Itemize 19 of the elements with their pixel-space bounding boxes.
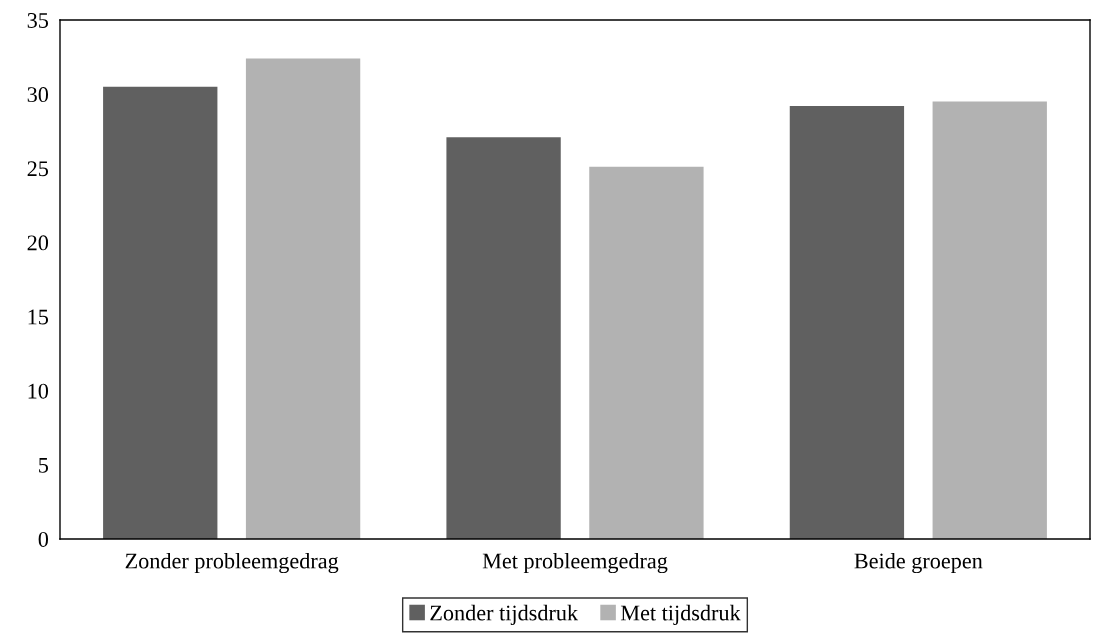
x-tick-label: Zonder probleemgedrag bbox=[125, 552, 339, 574]
bar bbox=[589, 166, 704, 539]
x-tick-label: Met probleemgedrag bbox=[482, 552, 668, 574]
legend-label: Met tijdsdruk bbox=[620, 604, 741, 626]
legend-label: Zonder tijdsdruk bbox=[430, 604, 579, 626]
y-tick-label: 25 bbox=[27, 161, 49, 177]
bar bbox=[245, 58, 361, 539]
y-tick-label: 0 bbox=[38, 531, 49, 547]
y-tick-label: 5 bbox=[39, 458, 49, 473]
bar bbox=[789, 106, 905, 539]
x-tick-label: Beide groepen bbox=[854, 552, 983, 574]
bar bbox=[446, 137, 561, 539]
y-tick-label: 30 bbox=[27, 87, 49, 103]
bar bbox=[932, 101, 1047, 539]
y-tick-label: 10 bbox=[28, 383, 49, 399]
y-tick-label: 35 bbox=[27, 12, 49, 28]
y-tick-label: 20 bbox=[27, 235, 49, 251]
bar bbox=[103, 86, 218, 539]
y-tick-label: 15 bbox=[28, 309, 49, 325]
